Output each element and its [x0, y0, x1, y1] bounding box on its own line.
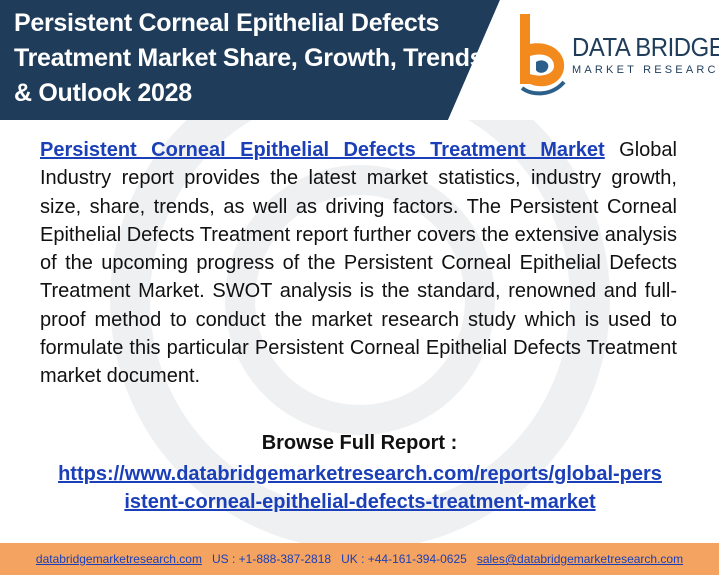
- description-text: Global Industry report provides the late…: [40, 139, 677, 388]
- market-report-link[interactable]: Persistent Corneal Epithelial Defects Tr…: [40, 139, 605, 161]
- footer-us-phone: US : +1-888-387-2818: [211, 552, 332, 566]
- data-bridge-b-logo-icon: [520, 14, 566, 96]
- browse-label: Browse Full Report :: [261, 432, 458, 454]
- logo-tagline: MARKET RESEARCH: [572, 64, 719, 76]
- footer-uk-phone: UK : +44-161-394-0625: [341, 552, 467, 566]
- footer-email-link[interactable]: sales@databridgemarketresearch.com: [476, 552, 684, 566]
- data-bridge-logo: DATA BRIDGE MARKET RESEARCH: [512, 10, 719, 100]
- full-report-url-link[interactable]: https://www.databridgemarketresearch.com…: [58, 463, 662, 513]
- report-description: Persistent Corneal Epithelial Defects Tr…: [40, 136, 677, 391]
- header-background: [0, 0, 719, 120]
- header-banner: Persistent Corneal Epithelial Defects Tr…: [0, 0, 719, 120]
- logo-name: DATA BRIDGE: [572, 32, 719, 62]
- footer-website-link[interactable]: databridgemarketresearch.com: [35, 552, 202, 566]
- page-title: Persistent Corneal Epithelial Defects Tr…: [14, 9, 484, 107]
- footer-bar: databridgemarketresearch.com US : +1-888…: [0, 543, 719, 575]
